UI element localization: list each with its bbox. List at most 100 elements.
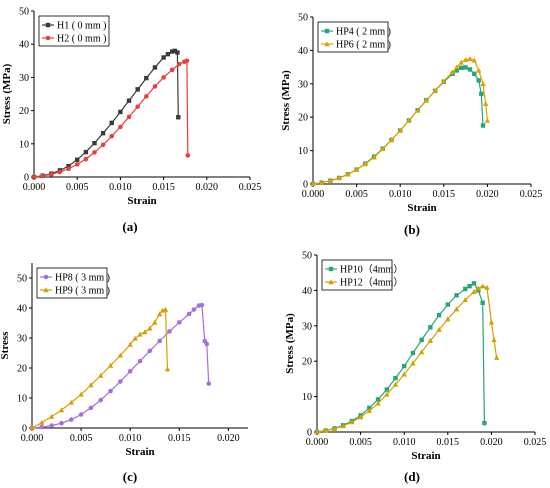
- x-axis-title: Strain: [407, 202, 436, 214]
- data-point: [117, 352, 124, 358]
- data-point: [458, 59, 464, 65]
- data-point: [423, 97, 430, 103]
- data-point: [410, 350, 416, 356]
- data-point: [357, 414, 364, 420]
- data-point: [109, 120, 114, 126]
- series-line: [31, 308, 169, 429]
- data-point: [59, 420, 64, 426]
- data-point: [135, 87, 140, 92]
- data-point: [68, 399, 74, 405]
- y-tick-label: 30: [19, 73, 29, 84]
- data-point: [109, 133, 115, 139]
- data-point: [482, 420, 487, 426]
- data-point: [397, 127, 403, 133]
- data-point: [336, 175, 342, 181]
- y-tick-label: 10: [298, 146, 308, 157]
- data-point: [137, 331, 143, 337]
- legend-box: [317, 21, 389, 53]
- y-tick-label: 40: [17, 304, 27, 315]
- x-tick-label: 0.010: [119, 433, 142, 444]
- x-axis-title: Strain: [411, 450, 440, 462]
- legend-box: [38, 15, 110, 47]
- data-point: [31, 174, 37, 180]
- data-point: [414, 107, 421, 113]
- y-tick-label: 0: [22, 424, 27, 435]
- data-point: [144, 94, 149, 99]
- x-tick-label: 0.005: [66, 182, 89, 193]
- data-point: [467, 283, 472, 289]
- y-tick-label: 10: [17, 394, 27, 405]
- data-point: [118, 124, 123, 130]
- legend-swatch-marker: [324, 41, 330, 47]
- data-point: [29, 425, 35, 431]
- data-point: [319, 179, 325, 185]
- data-point: [323, 427, 329, 433]
- legend-label: HP4 ( 2 mm ): [336, 27, 391, 38]
- data-point: [449, 69, 456, 75]
- data-point: [418, 349, 425, 355]
- data-point: [471, 281, 477, 286]
- data-point: [164, 366, 171, 372]
- y-tick-label: 40: [19, 40, 29, 51]
- legend-label: H2 ( 0 mm ): [57, 34, 106, 45]
- data-point: [156, 311, 163, 317]
- data-point: [161, 75, 166, 80]
- data-point: [184, 58, 190, 64]
- data-point: [98, 372, 104, 378]
- legend-swatch-marker: [43, 274, 49, 280]
- y-axis-title: Stress (MPa): [284, 313, 296, 374]
- y-tick-label: 40: [302, 286, 312, 297]
- data-point: [475, 67, 482, 73]
- data-point: [362, 161, 369, 167]
- series-line: [316, 285, 498, 433]
- data-point: [436, 326, 442, 332]
- series-line: [33, 50, 179, 178]
- data-point: [340, 423, 346, 429]
- data-point: [78, 391, 84, 397]
- data-point: [176, 115, 181, 120]
- x-tick-label: 0.020: [480, 437, 503, 448]
- data-point: [48, 413, 55, 419]
- legend-swatch-marker: [324, 28, 330, 34]
- data-point: [152, 65, 158, 70]
- data-point: [176, 61, 182, 67]
- data-point: [48, 172, 54, 177]
- data-point: [459, 65, 464, 70]
- data-point: [367, 405, 372, 411]
- data-point: [157, 338, 162, 344]
- data-point: [39, 419, 45, 425]
- series-d-1: [314, 283, 500, 435]
- legend-entry: H2 ( 0 mm ): [42, 34, 106, 45]
- series-c-0: [29, 302, 212, 431]
- data-point: [126, 98, 132, 103]
- series-a-0: [31, 48, 181, 180]
- data-point: [476, 78, 481, 83]
- data-point: [380, 146, 386, 152]
- y-tick-label: 20: [19, 106, 29, 117]
- data-point: [479, 91, 484, 97]
- data-point: [144, 75, 149, 81]
- data-point: [169, 67, 175, 73]
- data-point: [436, 312, 442, 318]
- data-point: [428, 325, 433, 330]
- data-point: [475, 285, 482, 291]
- data-point: [186, 311, 192, 317]
- data-point: [92, 150, 97, 155]
- data-point: [83, 156, 89, 162]
- legend-label: HP8 ( 3 mm ): [55, 273, 110, 284]
- legend-label: HP9 ( 3 mm ): [55, 286, 110, 297]
- data-point: [345, 171, 351, 177]
- data-point: [441, 78, 447, 84]
- data-point: [40, 173, 45, 179]
- legend-entry: HP6 ( 2 mm ): [321, 40, 391, 51]
- data-point: [126, 114, 132, 120]
- data-point: [427, 337, 434, 343]
- data-point: [78, 412, 84, 417]
- data-point: [100, 142, 106, 148]
- data-point: [445, 302, 450, 307]
- y-tick-label: 0: [307, 428, 312, 439]
- data-point: [206, 381, 212, 386]
- data-point: [349, 419, 355, 425]
- data-point: [453, 306, 460, 312]
